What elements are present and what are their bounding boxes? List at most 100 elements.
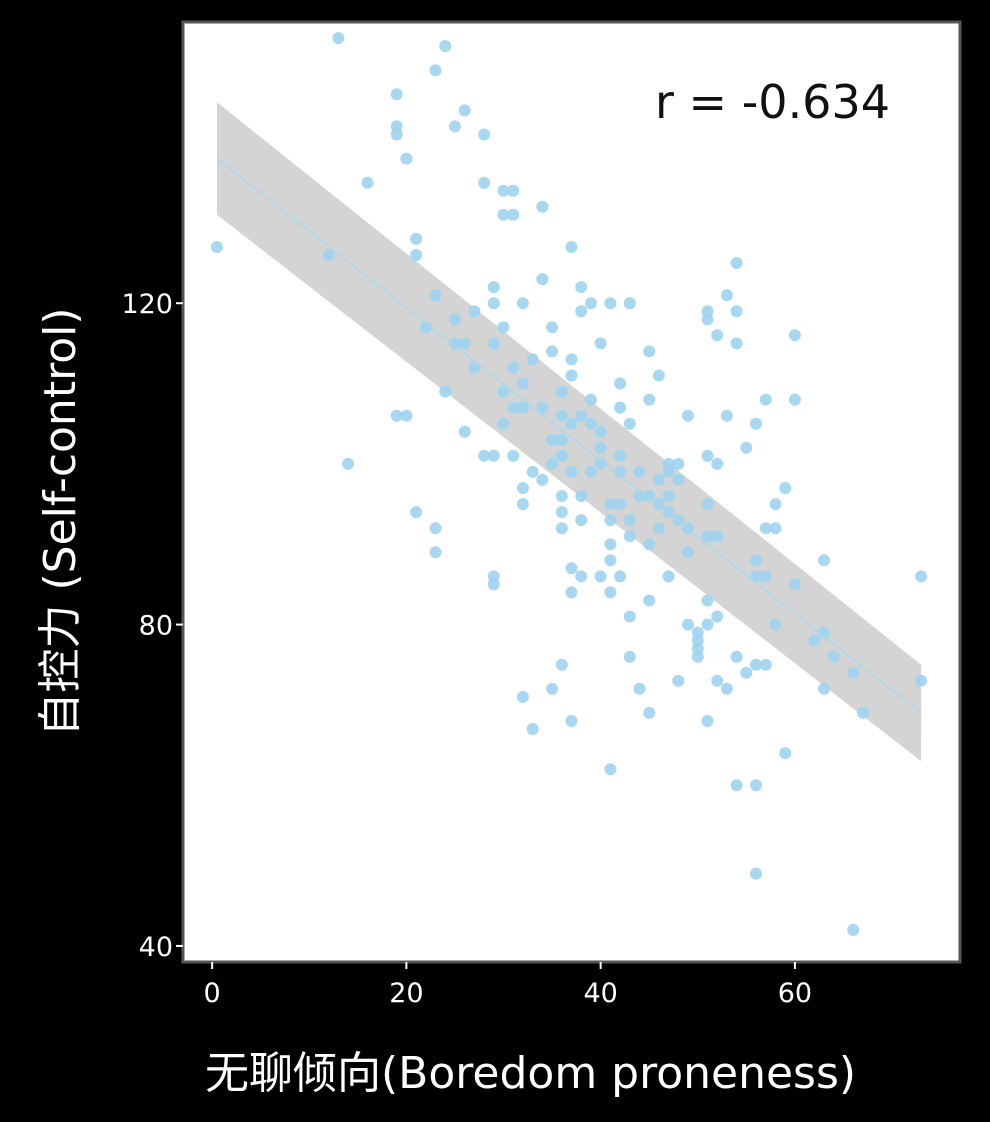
data-point: [322, 249, 335, 261]
data-point: [691, 650, 704, 663]
data-point: [546, 345, 559, 358]
data-point: [623, 297, 636, 310]
data-point: [526, 353, 539, 366]
x-tick-label: 0: [204, 978, 221, 1009]
data-point: [526, 723, 539, 735]
data-point: [448, 120, 461, 133]
data-point: [332, 32, 345, 45]
data-point: [594, 425, 607, 438]
data-point: [759, 522, 772, 535]
data-point: [575, 490, 588, 502]
data-point: [652, 473, 665, 486]
data-point: [584, 297, 597, 310]
data-point: [516, 498, 529, 511]
data-point: [711, 329, 724, 342]
data-point: [516, 297, 529, 310]
data-point: [847, 923, 860, 936]
data-point: [565, 353, 578, 366]
data-point: [400, 152, 413, 165]
data-point: [769, 522, 782, 535]
data-point: [682, 546, 694, 559]
data-point: [711, 610, 724, 623]
data-point: [516, 377, 529, 390]
data-point: [555, 506, 568, 519]
data-point: [633, 465, 646, 478]
data-point: [555, 385, 568, 398]
data-point: [701, 530, 714, 543]
data-point: [652, 369, 665, 382]
data-point: [720, 409, 733, 422]
data-point: [759, 393, 772, 406]
data-point: [818, 626, 830, 639]
data-point: [487, 578, 500, 591]
data-point: [643, 706, 656, 719]
regression-line-layer: [216, 158, 922, 714]
data-point: [915, 570, 928, 583]
data-point: [915, 674, 928, 687]
data-point: [458, 104, 471, 117]
data-point: [565, 465, 578, 478]
confidence-band: [217, 102, 922, 762]
data-point: [546, 321, 559, 334]
data-point: [672, 457, 685, 470]
data-point: [652, 522, 665, 535]
y-axis-title: 自控力 (Self-control): [35, 307, 86, 736]
data-point: [604, 498, 617, 511]
data-point: [740, 441, 753, 454]
data-point: [701, 594, 714, 607]
data-point: [575, 409, 588, 422]
data-point: [750, 658, 762, 671]
data-point: [342, 457, 355, 470]
data-point: [497, 417, 510, 430]
data-point: [779, 482, 792, 494]
data-point: [390, 88, 403, 101]
correlation-annotation: r = -0.634: [655, 75, 890, 129]
data-point: [701, 618, 714, 631]
data-point: [847, 666, 860, 679]
data-point: [575, 570, 588, 583]
data-point: [507, 449, 520, 462]
data-point: [497, 184, 510, 197]
data-point: [604, 538, 617, 551]
data-point: [662, 490, 675, 502]
data-point: [594, 337, 607, 350]
data-point: [497, 208, 510, 221]
data-point: [808, 634, 821, 647]
data-point: [614, 401, 627, 414]
data-point: [759, 570, 772, 583]
data-point: [565, 241, 578, 253]
data-point: [788, 329, 801, 342]
data-point: [769, 618, 782, 631]
data-point: [701, 449, 714, 462]
data-point: [594, 570, 607, 583]
data-point: [390, 128, 403, 141]
data-point: [701, 715, 714, 727]
data-point: [507, 208, 520, 221]
data-point: [565, 369, 578, 382]
data-point: [711, 674, 724, 687]
data-point: [643, 538, 656, 551]
data-point: [662, 570, 675, 583]
data-point: [604, 763, 617, 776]
data-point: [750, 867, 762, 880]
data-point: [478, 176, 491, 189]
data-point: [779, 747, 792, 760]
data-point: [623, 514, 636, 527]
data-point: [410, 232, 423, 245]
data-point: [730, 779, 743, 792]
data-point: [419, 321, 432, 334]
data-point: [458, 425, 471, 438]
axis-ticks-layer: 0 20 40 60 40 80 120: [121, 289, 812, 1009]
data-point: [623, 610, 636, 623]
data-point: [487, 337, 500, 350]
data-point: [711, 530, 724, 543]
data-point: [740, 666, 753, 679]
data-point: [536, 401, 549, 414]
data-point: [526, 465, 539, 478]
plot-area: [181, 20, 962, 964]
data-point: [633, 682, 646, 695]
x-tick-label: 60: [778, 978, 812, 1009]
data-point: [672, 674, 685, 687]
data-point: [750, 554, 762, 567]
data-point: [662, 506, 675, 519]
